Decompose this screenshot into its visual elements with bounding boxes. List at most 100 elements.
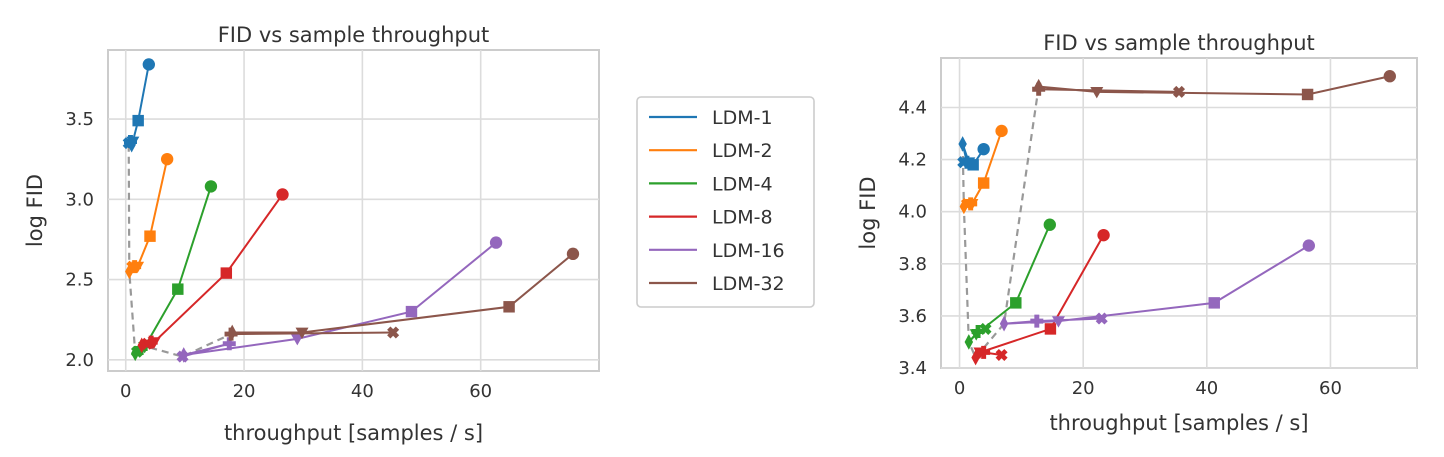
data-point-ldm-16-left (489, 236, 503, 249)
legend-label-ldm-2: LDM-2 (712, 140, 773, 162)
data-point-ldm-4-right (1043, 218, 1056, 231)
series-line-ldm-32-right (1037, 75, 1391, 96)
x-tick-label-left: 20 (233, 381, 256, 402)
data-point-ldm-8-right (1097, 228, 1110, 242)
data-point-ldm-4-right (969, 329, 983, 341)
y-tick-label-left: 2.5 (65, 270, 94, 291)
frontier-line-right (961, 86, 1040, 360)
data-point-ldm-4-left (204, 180, 218, 193)
plot-area-left (107, 49, 600, 372)
data-point-ldm-2-right (977, 177, 990, 189)
data-point-ldm-1-left (142, 58, 155, 71)
data-point-ldm-32-right (1301, 88, 1314, 101)
x-tick-label-right: 40 (1195, 378, 1218, 399)
data-point-ldm-8-right (1044, 323, 1057, 335)
y-tick-label-right: 4.0 (898, 202, 927, 223)
y-tick-label-left: 3.0 (65, 189, 94, 210)
data-point-ldm-2-left (144, 230, 156, 242)
series-ldm-16-left (176, 236, 503, 363)
data-point-ldm-8-right (971, 349, 980, 366)
data-point-ldm-32-right (1383, 70, 1396, 83)
data-point-ldm-16-right (1095, 312, 1108, 325)
x-tick-label-left: 60 (469, 381, 492, 402)
ticks-left: 0 20 40 60 2.0 2.5 3.0 3.5 (65, 109, 492, 402)
data-point-ldm-4-right (964, 334, 974, 350)
data-point-ldm-16-right (1208, 297, 1220, 309)
x-tick-label-right: 0 (954, 378, 965, 399)
data-point-ldm-8-right (973, 347, 987, 359)
data-point-ldm-32-left (387, 326, 400, 339)
data-point-ldm-2-left (131, 261, 145, 274)
y-tick-label-left: 3.5 (65, 109, 94, 130)
legend: LDM-1 LDM-2 LDM-4 LDM-8 LDM-16 LDM-32 (636, 96, 815, 308)
y-tick-label-right: 4.4 (898, 97, 927, 118)
data-point-ldm-8-left (137, 337, 146, 354)
chart-title-left: FID vs sample throughput (218, 23, 490, 47)
x-axis-label-left: throughput [samples / s] (224, 421, 483, 445)
data-point-ldm-2-right (965, 199, 979, 211)
series-ldm-1-left (122, 58, 155, 153)
ticks-right: 0 20 40 60 3.4 3.6 3.8 4.0 4.2 4.4 (898, 97, 1342, 399)
legend-label-ldm-16: LDM-16 (712, 240, 785, 262)
series-ldm-32-right (1032, 70, 1396, 101)
y-axis-label-right: log FID (856, 176, 880, 249)
series-right (957, 70, 1396, 366)
series-ldm-4-right (964, 218, 1056, 350)
series-left (122, 58, 580, 363)
data-point-ldm-2-right (995, 124, 1008, 138)
y-tick-label-left: 2.0 (65, 350, 94, 371)
y-tick-label-right: 3.6 (898, 306, 927, 327)
grid-right (941, 58, 1417, 369)
legend-label-ldm-32: LDM-32 (712, 273, 785, 295)
legend-label-ldm-8: LDM-8 (712, 207, 773, 229)
data-point-ldm-32-right (1090, 86, 1104, 99)
y-axis-label-left: log FID (23, 174, 47, 247)
series-line-ldm-32-left (229, 253, 574, 336)
data-point-ldm-1-right (958, 136, 967, 152)
data-point-ldm-16-left (405, 305, 418, 318)
data-point-ldm-16-left (179, 347, 188, 363)
data-point-ldm-32-right (1172, 85, 1186, 98)
data-point-ldm-32-left (228, 324, 237, 341)
legend-label-ldm-4: LDM-4 (712, 173, 773, 195)
data-point-ldm-8-left (276, 188, 289, 201)
y-tick-label-right: 3.8 (898, 254, 927, 275)
data-point-ldm-2-right (959, 198, 969, 215)
data-point-ldm-4-left (172, 283, 184, 295)
data-point-ldm-16-right (1030, 314, 1044, 328)
series-line-ldm-16-left (182, 241, 497, 358)
chart-left: 0 20 40 60 2.0 2.5 3.0 3.5 FID vs sample throug… (23, 23, 600, 445)
data-point-ldm-16-left (290, 334, 304, 346)
data-point-ldm-8-left (147, 337, 161, 349)
data-point-ldm-1-left (126, 136, 140, 148)
data-point-ldm-4-left (130, 345, 140, 362)
y-tick-label-right: 4.2 (898, 150, 927, 171)
legend-label-ldm-1: LDM-1 (712, 107, 773, 129)
series-ldm-1-right (957, 136, 990, 171)
series-ldm-8-right (971, 228, 1110, 366)
x-tick-label-left: 0 (120, 381, 131, 402)
data-point-ldm-16-right (1051, 316, 1065, 328)
data-point-ldm-2-left (160, 152, 174, 166)
data-point-ldm-2-left (125, 263, 134, 280)
chart-title-right: FID vs sample throughput (1043, 31, 1315, 55)
series-ldm-16-right (999, 239, 1315, 332)
series-ldm-2-right (959, 124, 1008, 215)
plot-area-right (940, 57, 1418, 369)
data-point-ldm-32-left (295, 327, 309, 339)
data-point-ldm-16-right (1302, 239, 1315, 252)
data-point-ldm-16-left (222, 337, 236, 351)
data-point-ldm-32-left (503, 301, 515, 313)
data-point-ldm-16-right (999, 315, 1009, 332)
data-point-ldm-4-right (1010, 297, 1022, 309)
data-point-ldm-32-left (566, 247, 580, 261)
x-tick-label-right: 20 (1072, 378, 1095, 399)
data-point-ldm-8-left (220, 267, 233, 279)
y-tick-label-right: 3.4 (898, 358, 927, 379)
data-point-ldm-1-right (967, 159, 979, 171)
grid-left (108, 50, 599, 371)
x-tick-label-left: 40 (351, 381, 374, 402)
frontier-right (961, 86, 1040, 360)
series-ldm-32-left (224, 247, 580, 341)
